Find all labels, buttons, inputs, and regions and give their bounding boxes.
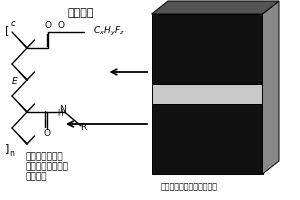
- Polygon shape: [152, 1, 279, 14]
- Text: 含氟嵌段: 含氟嵌段: [68, 8, 94, 18]
- Text: O: O: [43, 130, 50, 138]
- Text: H: H: [57, 110, 63, 118]
- Polygon shape: [262, 1, 279, 174]
- Polygon shape: [152, 84, 262, 104]
- Text: 含金属）: 含金属）: [26, 172, 47, 182]
- Text: E: E: [11, 76, 17, 86]
- Polygon shape: [152, 14, 262, 84]
- Text: N: N: [60, 104, 66, 114]
- Text: ]: ]: [5, 143, 10, 153]
- Text: c: c: [10, 20, 15, 28]
- Text: n: n: [10, 148, 14, 158]
- Text: O: O: [44, 21, 52, 30]
- Text: [: [: [5, 25, 10, 35]
- Text: 香环结构、稠环、: 香环结构、稠环、: [26, 162, 68, 171]
- Polygon shape: [152, 104, 262, 174]
- Text: $C_xH_yF_z$: $C_xH_yF_z$: [93, 24, 125, 38]
- Text: R: R: [80, 123, 86, 132]
- Text: 含酰胺嵌段（芳: 含酰胺嵌段（芳: [26, 152, 63, 162]
- Text: O: O: [58, 21, 65, 29]
- Text: （自组装之后的层状结构）: （自组装之后的层状结构）: [160, 182, 218, 192]
